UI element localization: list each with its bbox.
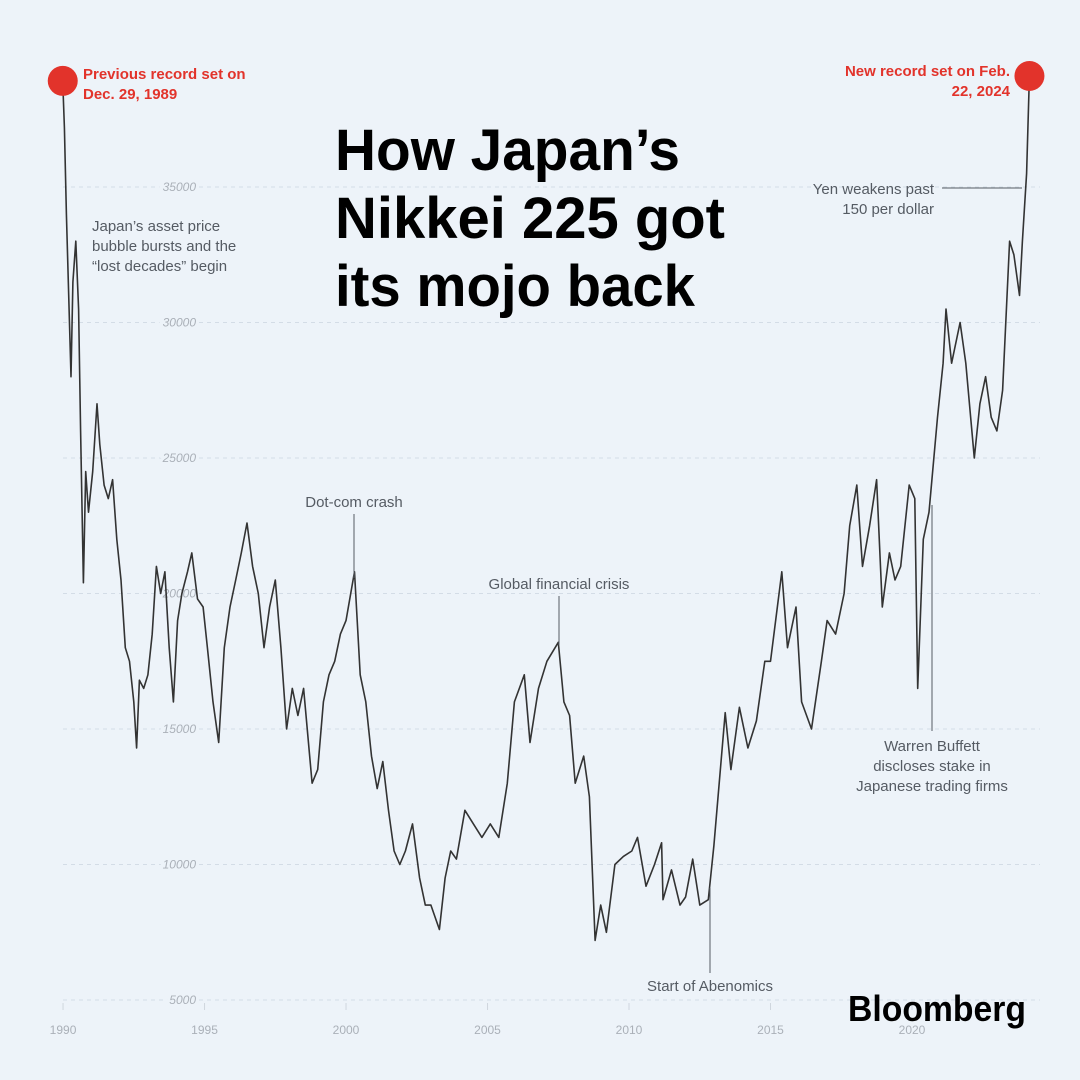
annotation: bubble bursts and the	[92, 238, 236, 255]
annotation: New record set on Feb.	[845, 63, 1010, 80]
x-tick-label: 2005	[474, 1023, 501, 1037]
chart-title: How Japan’s	[335, 118, 680, 183]
annotation: Dec. 29, 1989	[83, 86, 177, 103]
chart-title: Nikkei 225 got	[335, 186, 725, 251]
x-tick-label: 1995	[191, 1023, 218, 1037]
annotation: Yen weakens past	[813, 181, 935, 198]
y-tick-label: 30000	[163, 316, 197, 330]
annotation: Start of Abenomics	[647, 978, 773, 995]
y-tick-label: 20000	[162, 587, 197, 601]
grid: 5000 10000 15000 20000 25000 30000 35000 1990 19…	[50, 177, 1040, 1037]
annotation: Japanese trading firms	[856, 778, 1008, 795]
price-line	[61, 75, 1031, 942]
record-dot	[1014, 60, 1045, 91]
y-tick-label: 5000	[169, 993, 196, 1007]
annotation: “lost decades” begin	[92, 258, 227, 275]
record-dot	[47, 65, 78, 96]
y-tick-label: 10000	[163, 858, 197, 872]
x-tick-label: 2010	[616, 1023, 643, 1037]
chart-title: its mojo back	[335, 254, 696, 319]
annotation: Dot-com crash	[305, 494, 403, 511]
annotation: Previous record set on	[83, 66, 246, 83]
annotation: Global financial crisis	[489, 576, 630, 593]
x-tick-label: 1990	[50, 1023, 77, 1037]
x-tick-label: 2015	[757, 1023, 784, 1037]
annotation: Warren Buffett	[884, 738, 981, 755]
annotation: 22, 2024	[952, 83, 1011, 100]
source-logo: Bloomberg	[848, 988, 1026, 1029]
annotation: Japan’s asset price	[92, 218, 220, 235]
x-tick-label: 2020	[899, 1023, 926, 1037]
annotation: discloses stake in	[873, 758, 991, 775]
annotation: 150 per dollar	[842, 201, 934, 218]
y-tick-label: 25000	[162, 451, 197, 465]
x-tick-label: 2000	[333, 1023, 360, 1037]
y-tick-label: 35000	[163, 180, 197, 194]
y-tick-label: 15000	[163, 722, 197, 736]
plot	[61, 75, 1031, 942]
